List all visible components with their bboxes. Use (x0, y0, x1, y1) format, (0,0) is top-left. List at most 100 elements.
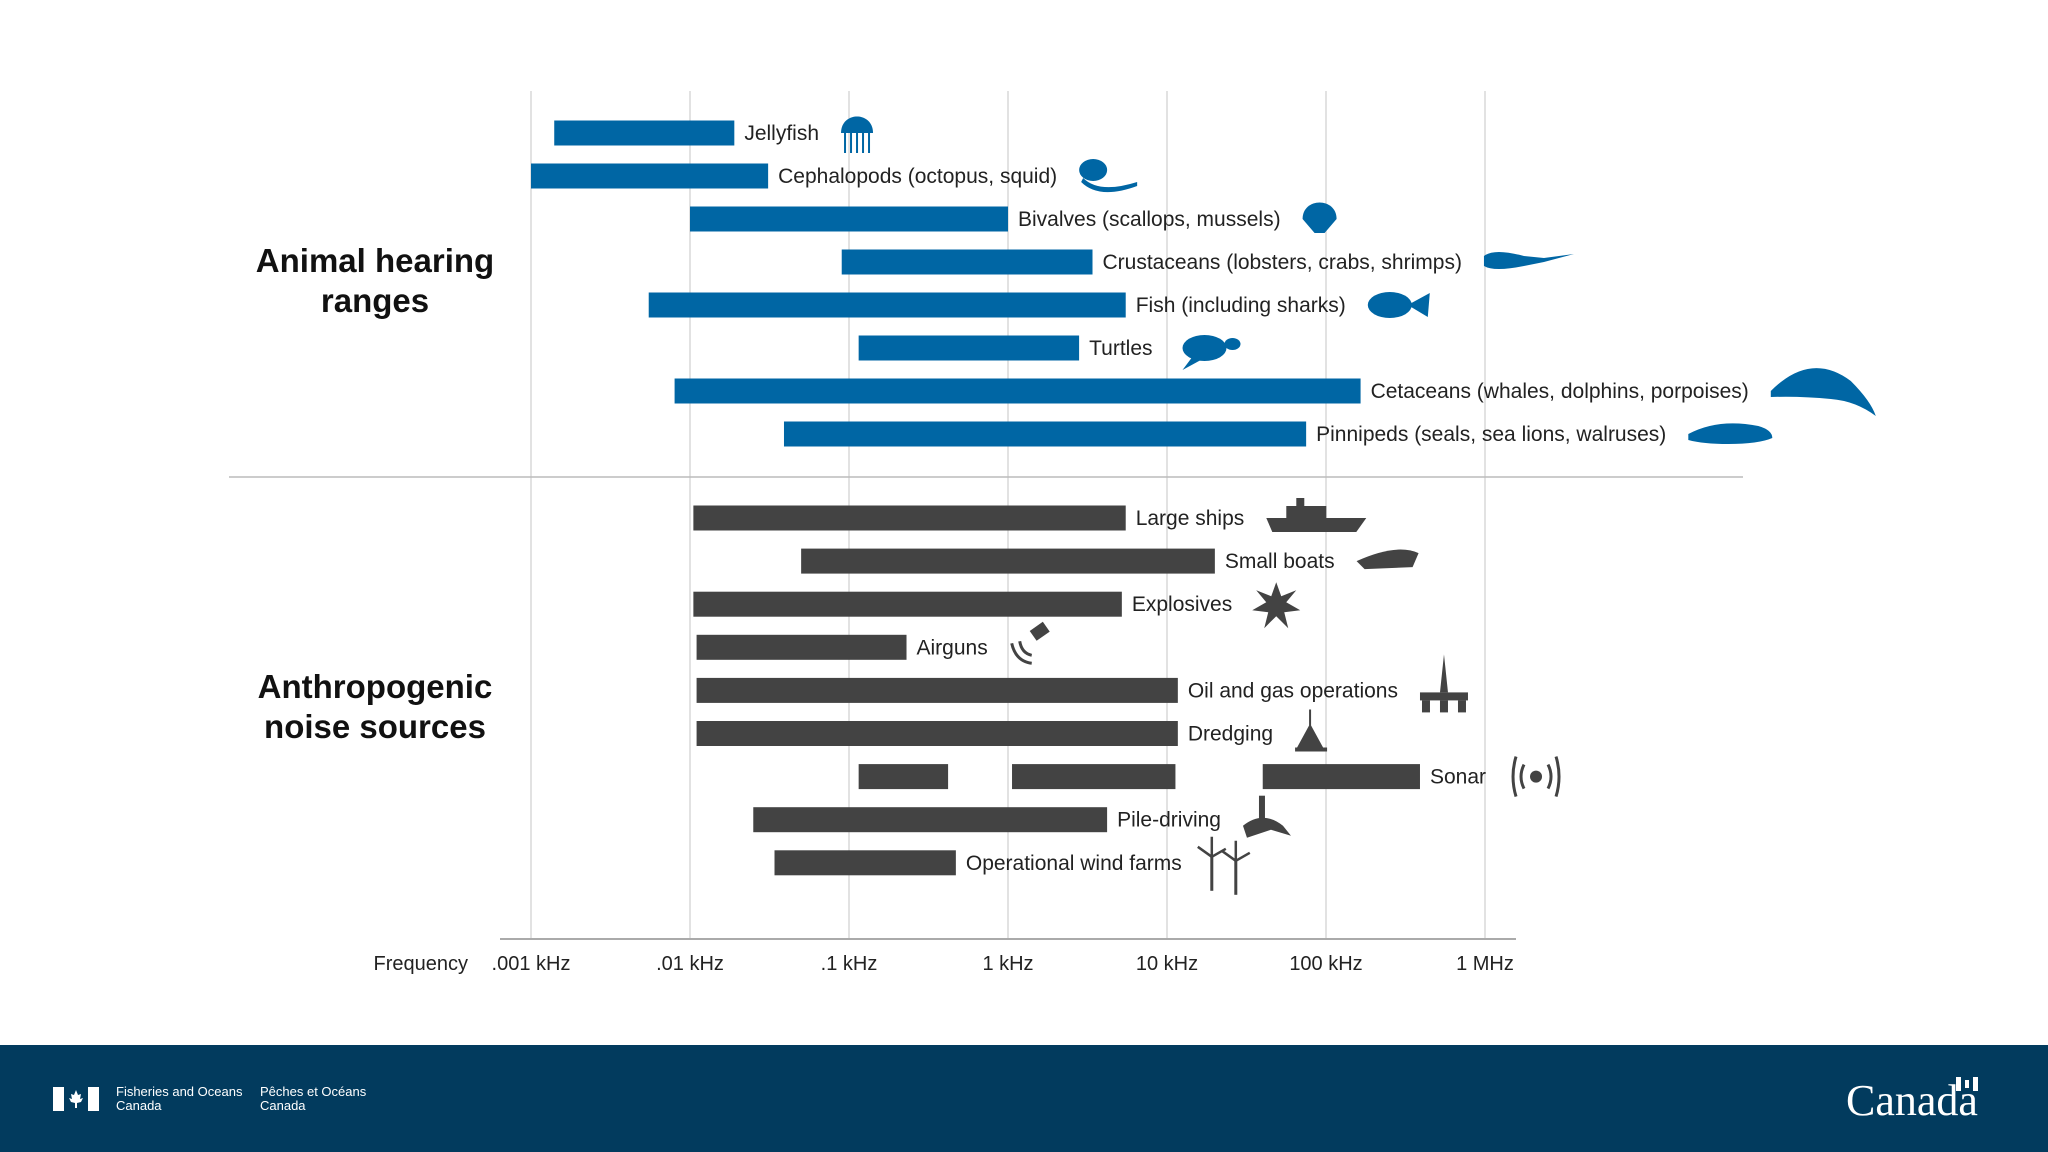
bar-label: Explosives (1132, 593, 1232, 616)
icon-part (1770, 368, 1876, 416)
dredge-icon (1295, 709, 1328, 752)
bar-label: Crustaceans (lobsters, crabs, shrimps) (1103, 251, 1462, 274)
jellyfish-icon (841, 116, 874, 153)
icon-part (1029, 621, 1050, 641)
bar-label: Cetaceans (whales, dolphins, porpoises) (1371, 380, 1749, 403)
chart-row: Dredging (696, 721, 1273, 746)
bar-label: Dredging (1188, 723, 1273, 746)
chart-row: Large ships (693, 505, 1245, 531)
icon-part (1530, 770, 1543, 783)
bar-label: Pile-driving (1117, 809, 1221, 832)
icon-part (1421, 700, 1430, 713)
range-bar (690, 206, 1008, 232)
pile-driving-icon (1242, 795, 1291, 838)
chart-row: Cephalopods (octopus, squid) (531, 163, 1057, 189)
footer: Fisheries and Oceans Canada Pêches et Oc… (0, 1045, 2048, 1152)
bar-label: Operational wind farms (966, 852, 1182, 875)
bar-label: Fish (including sharks) (1136, 294, 1346, 317)
chart-row: Cetaceans (whales, dolphins, porpoises) (674, 378, 1749, 404)
icon-part (1302, 202, 1337, 233)
turtle-icon (1182, 335, 1241, 370)
chart-row: Fish (including sharks) (648, 292, 1346, 318)
tick-label: .1 kHz (821, 953, 878, 975)
bar-label: Sonar (1430, 766, 1486, 789)
bar-label: Turtles (1089, 337, 1152, 360)
icon-part (1234, 860, 1238, 895)
bar-label: Airguns (917, 636, 988, 659)
tick-label: .001 kHz (492, 953, 571, 975)
icon-part (1224, 338, 1241, 350)
chart-row: Operational wind farms (774, 850, 1182, 876)
range-bar (801, 548, 1215, 574)
chart-row: Sonar (858, 764, 1486, 790)
octopus-icon (1079, 159, 1138, 193)
icon-part (1439, 654, 1448, 693)
range-bar (753, 807, 1108, 833)
icon-part (1081, 178, 1138, 193)
tick-label: .01 kHz (656, 953, 724, 975)
department-name-fr: Pêches et Océans Canada (260, 1085, 366, 1113)
icon-part (1511, 756, 1518, 798)
dolphin-icon (1770, 368, 1876, 416)
bar-label: Pinnipeds (seals, sea lions, walruses) (1316, 423, 1666, 446)
icon-part (1356, 549, 1419, 570)
range-bar (531, 163, 769, 189)
range-bar (696, 634, 907, 660)
icon-part (1419, 692, 1468, 701)
explosion-icon (1252, 582, 1301, 629)
animal-section-title: Animal hearing ranges (255, 242, 495, 319)
icon-part (1210, 856, 1214, 891)
icon-part (1367, 292, 1412, 318)
range-bar (648, 292, 1126, 318)
icon-part (1519, 763, 1526, 790)
fish-icon (1367, 292, 1430, 318)
icon-part (1546, 763, 1553, 790)
icon-part (1221, 840, 1251, 862)
lobster-icon (1483, 252, 1574, 269)
icon-part (1483, 252, 1574, 269)
icon-part (1266, 518, 1367, 532)
range-bar (693, 505, 1126, 531)
canada-wordmark: Canada (1846, 1076, 1978, 1125)
icon-part (1439, 700, 1448, 713)
chart-row: Crustaceans (lobsters, crabs, shrimps) (841, 249, 1462, 275)
range-bar (696, 677, 1178, 703)
range-bar (858, 764, 949, 790)
dept-fr-line2: Canada (260, 1098, 306, 1113)
wordmark-flag-icon (1955, 1077, 1978, 1091)
tick-label: 1 MHz (1456, 953, 1514, 975)
dept-en-line2: Canada (116, 1098, 162, 1113)
icon-part (1296, 498, 1305, 506)
department-name-en: Fisheries and Oceans Canada (116, 1085, 242, 1113)
frequency-range-chart: .001 kHz .01 kHz .1 kHz 1 kHz 10 kHz 100 kHz 1… (229, 91, 1876, 975)
icon-part (841, 116, 874, 133)
icon-part (844, 133, 847, 153)
range-bar (1262, 764, 1420, 790)
chart-row: Pile-driving (753, 807, 1221, 833)
icon-part (1182, 354, 1205, 370)
icon-part (1010, 642, 1032, 665)
chart-row: Small boats (801, 548, 1335, 574)
range-bar (693, 591, 1122, 617)
ship-icon (1266, 498, 1367, 532)
chart-row: Airguns (696, 634, 988, 660)
chart-row: Jellyfish (554, 120, 819, 146)
bar-label: Bivalves (scallops, mussels) (1018, 208, 1281, 231)
tick-label: 1 kHz (982, 953, 1033, 975)
icon-part (1295, 747, 1328, 752)
icon-part (1286, 506, 1327, 518)
icon-part (856, 133, 859, 153)
icon-part (1554, 756, 1561, 798)
bar-label: Jellyfish (744, 122, 819, 145)
icon-part (850, 133, 853, 153)
icon-part (1182, 335, 1227, 361)
range-bar (554, 120, 735, 146)
seal-icon (1688, 423, 1773, 444)
range-bar (841, 249, 1093, 275)
oil-rig-icon (1419, 654, 1468, 713)
tick-label: 100 kHz (1289, 953, 1362, 975)
bar-label: Large ships (1136, 507, 1245, 530)
dept-en-line1: Fisheries and Oceans (116, 1084, 243, 1099)
tick-label: 10 kHz (1136, 953, 1198, 975)
boat-icon (1356, 549, 1419, 570)
